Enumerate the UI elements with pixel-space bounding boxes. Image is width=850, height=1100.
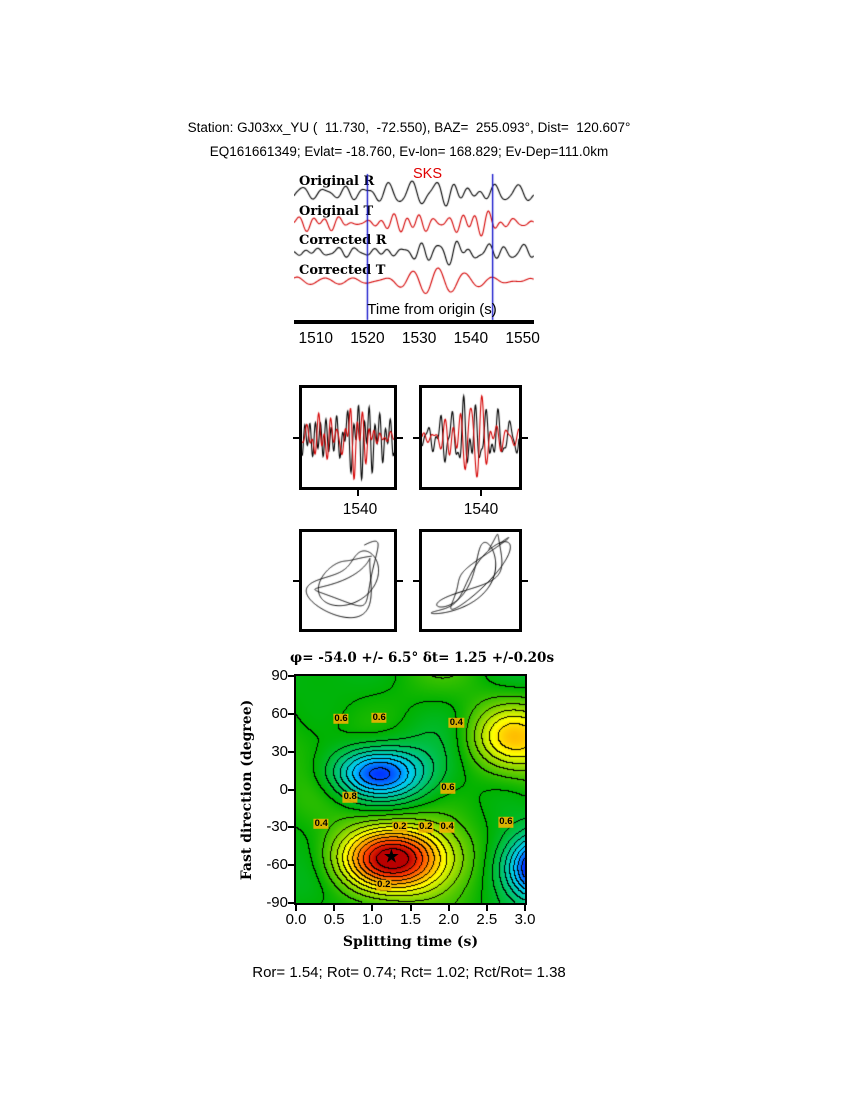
windowed-waveforms-box-corrected: [413, 385, 528, 496]
time-tick-label: 1550: [505, 330, 540, 347]
time-tick-label: 1520: [350, 330, 385, 347]
x-tick-label: 1.5: [400, 911, 421, 928]
y-tick: [288, 750, 294, 753]
window-box-tick-label: 1540: [463, 501, 499, 518]
axis-tick: [293, 436, 299, 439]
x-tick: [409, 905, 412, 911]
y-tick-label: -60: [266, 856, 288, 874]
x-tick-label: 2.0: [438, 911, 460, 928]
x-tick: [295, 905, 297, 911]
x-tick-label: 2.5: [476, 911, 498, 928]
contour-label: 0.2: [392, 821, 408, 833]
contour-label: 0.2: [376, 879, 392, 891]
x-tick: [447, 905, 450, 911]
x-axis-label: Splitting time (s): [342, 934, 479, 950]
windowed-waveforms-box-original: [293, 385, 403, 496]
y-tick: [288, 712, 294, 715]
contour-label: 0.2: [418, 821, 434, 833]
contour-label: 0.6: [440, 782, 456, 794]
time-tick-label: 1540: [453, 330, 489, 347]
axis-tick: [522, 436, 528, 439]
y-tick: [288, 788, 294, 791]
particle-motion-canvas-original: [302, 532, 394, 629]
axis-tick: [397, 579, 403, 582]
contour-label: 0.4: [448, 716, 464, 728]
windowed-waveforms-canvas-corrected: [422, 388, 519, 487]
contour-label: 0.4: [439, 821, 455, 833]
particle-motion-canvas-corrected: [422, 532, 519, 629]
error-surface-canvas: [296, 676, 525, 903]
y-tick-label: -30: [266, 818, 288, 836]
time-tick-label: 1510: [298, 330, 333, 347]
contour-label: 0.6: [498, 816, 514, 828]
axis-tick: [357, 490, 360, 496]
station-info-header: Station: GJ03xx_YU ( 11.730, -72.550), B…: [187, 120, 631, 135]
x-tick-label: 1.0: [361, 911, 383, 928]
y-tick-label: -90: [266, 894, 288, 911]
error-surface-frame: [294, 674, 527, 905]
y-tick: [288, 675, 294, 677]
x-tick-label: 0.5: [323, 911, 345, 928]
axis-tick: [413, 579, 419, 582]
axis-tick: [397, 436, 403, 439]
y-tick: [288, 826, 294, 829]
y-tick: [288, 864, 294, 867]
y-tick-label: 30: [271, 742, 288, 760]
quality-stats-footer: Ror= 1.54; Rot= 0.74; Rct= 1.02; Rct/Rot…: [252, 964, 566, 981]
contour-label: 0.4: [313, 817, 329, 829]
time-axis-line: [294, 320, 534, 324]
axis-tick: [293, 579, 299, 582]
windowed-waveforms-canvas-original: [302, 388, 394, 487]
x-tick: [333, 905, 336, 911]
y-tick-label: 60: [271, 704, 288, 722]
y-tick-label: 90: [271, 667, 288, 684]
particle-motion-box-original: [293, 529, 403, 632]
time-tick-label: 1530: [401, 330, 437, 347]
contour-label: 0.8: [342, 790, 358, 803]
time-axis-label: Time from origin (s): [367, 301, 497, 318]
axis-tick: [522, 579, 528, 582]
splitting-result-title: φ= -54.0 +/- 6.5° δt= 1.25 +/-0.20s: [290, 650, 555, 666]
particle-motion-box-corrected: [413, 529, 528, 632]
x-tick: [524, 905, 526, 911]
y-tick: [288, 902, 294, 904]
x-tick: [485, 905, 488, 911]
axis-tick: [480, 490, 483, 496]
waveform-traces-canvas: [294, 170, 534, 322]
event-info-header: EQ161661349; Evlat= -18.760, Ev-lon= 168…: [209, 144, 609, 159]
contour-label: 0.6: [371, 711, 387, 723]
best-solution-star-icon: ★: [382, 846, 400, 868]
y-tick-label: 0: [279, 780, 288, 798]
x-tick-label: 0.0: [285, 911, 307, 928]
contour-label: 0.6: [333, 712, 349, 725]
axis-tick: [413, 436, 419, 439]
x-tick-label: 3.0: [514, 911, 536, 928]
x-tick: [371, 905, 374, 911]
window-box-tick-label: 1540: [342, 501, 378, 518]
